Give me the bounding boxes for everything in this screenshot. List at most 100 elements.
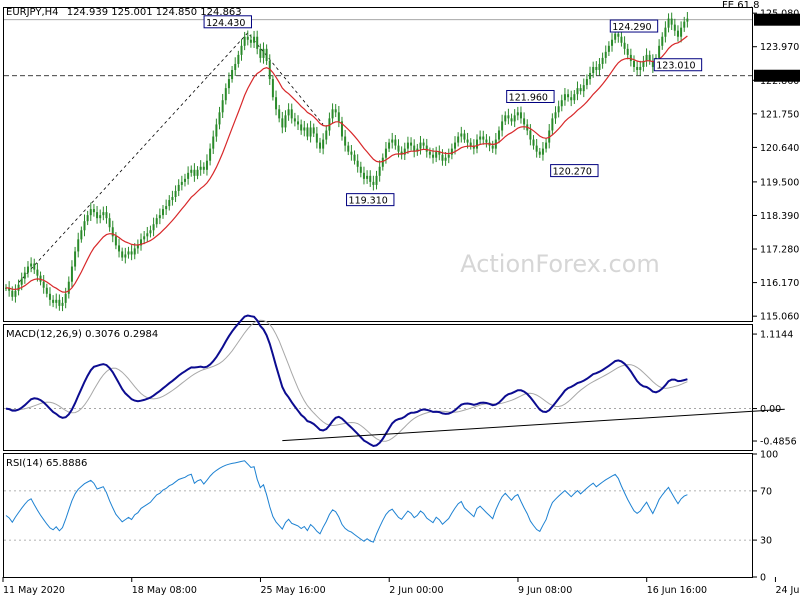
rsi-axis: 100 70 30 0 (753, 450, 778, 584)
candle-body (64, 293, 67, 303)
candle-body (403, 148, 406, 155)
candle-body (422, 142, 425, 146)
candle-body (567, 94, 570, 98)
price-tick-label: 121.750 (760, 109, 799, 120)
candle-body (469, 142, 472, 146)
candle-body (306, 127, 309, 137)
candle-body (676, 30, 679, 37)
candle-body (441, 154, 444, 161)
candle-body (519, 112, 522, 119)
candle-body (193, 169, 196, 176)
candle-body (136, 245, 139, 249)
candle-body (80, 230, 83, 240)
candle-body (319, 142, 321, 149)
candle-body (17, 284, 20, 291)
symbol-title: EURJPY,H4 124.939 125.001 124.850 124.86… (6, 7, 242, 18)
candle-body (61, 302, 64, 306)
candle-body (312, 127, 315, 134)
candle-body (20, 278, 23, 285)
candle-body (523, 118, 526, 125)
candle-body (529, 130, 532, 140)
candle-body (585, 79, 588, 86)
candle-body (158, 215, 161, 219)
current-price-label: 124.863 (758, 15, 797, 26)
candle-body (658, 45, 661, 58)
candle-body (253, 36, 256, 43)
candle-body (337, 112, 340, 122)
candle-body (466, 139, 469, 143)
swing-label: 119.310 (349, 196, 388, 207)
time-tick-label: 2 Jun 00:00 (389, 585, 443, 596)
candle-body (532, 139, 535, 146)
price-axis: 115.060 116.170 117.280 118.390 119.500 120.6… (753, 9, 800, 323)
macd-axis: 1.1144 0.00 -0.4856 (753, 330, 797, 448)
candle-body (42, 281, 45, 288)
candle-body (372, 181, 375, 185)
candle-body (212, 136, 215, 149)
rsi-tick-label: 0 (760, 573, 766, 584)
candle-body (413, 145, 416, 152)
candle-body (96, 212, 99, 219)
candle-body (397, 145, 400, 152)
candle-body (140, 239, 143, 246)
candle-body (435, 151, 438, 158)
candle-body (406, 142, 409, 149)
candle-body (551, 118, 554, 131)
candle-body (77, 239, 80, 252)
candle-body (554, 112, 557, 119)
candle-body (297, 121, 300, 125)
swing-label-box (346, 193, 395, 207)
candle-body (180, 181, 183, 185)
candle-body (501, 121, 504, 131)
candle-body (611, 39, 614, 46)
time-tick-label: 24 Jun 00:00 (775, 585, 800, 596)
candle-body (14, 290, 17, 297)
candle-body (457, 136, 460, 143)
candle-body (670, 18, 673, 25)
candle-body (237, 54, 240, 64)
candle-body (432, 154, 435, 158)
candle-body (388, 142, 391, 149)
candles (5, 12, 689, 312)
rsi-tick-label: 100 (760, 450, 778, 461)
price-tick-label: 119.500 (760, 177, 799, 188)
candle-body (560, 100, 563, 107)
candle-body (11, 290, 14, 297)
candle-body (26, 266, 29, 273)
swing-labels: 124.430 119.310 121.960 120.270 124.290 123.0… (203, 15, 703, 207)
candle-body (124, 254, 127, 258)
rsi-plot (4, 460, 752, 543)
candle-body (340, 121, 343, 137)
candle-body (83, 221, 86, 231)
candle-body (639, 66, 642, 70)
candle-body (215, 124, 218, 137)
current-price-badge (754, 13, 800, 26)
candle-body (642, 60, 645, 67)
candle-body (680, 27, 683, 37)
time-tick-label: 16 Jun 16:00 (647, 585, 707, 596)
candle-body (648, 54, 651, 61)
candle-body (545, 142, 548, 149)
candle-body (23, 272, 26, 279)
candle-body (8, 287, 11, 291)
candle-body (535, 145, 538, 152)
candle-body (391, 139, 394, 143)
macd-plot (4, 314, 785, 448)
candle-body (249, 39, 252, 43)
candle-body (133, 248, 136, 255)
candle-body (366, 175, 369, 179)
candle-body (278, 109, 281, 119)
candle-body (381, 157, 384, 167)
candle-body (629, 54, 632, 61)
macd-tick-label: -0.4856 (760, 437, 797, 448)
candle-body (482, 136, 485, 140)
candle-body (234, 63, 237, 70)
candle-body (463, 133, 466, 140)
candle-body (582, 85, 585, 92)
candle-body (328, 118, 331, 131)
candle-body (362, 172, 365, 179)
candle-body (331, 109, 334, 119)
candle-body (350, 151, 353, 155)
